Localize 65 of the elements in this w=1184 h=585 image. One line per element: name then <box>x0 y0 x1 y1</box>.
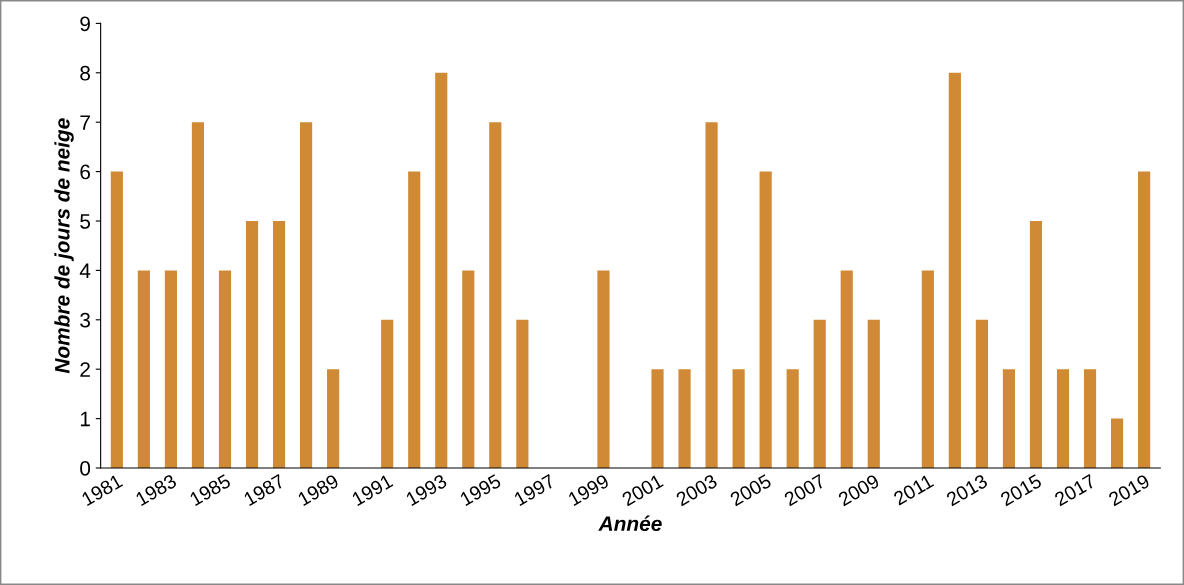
x-tick-label: 1997 <box>513 473 556 507</box>
x-tick-label: 1987 <box>243 473 286 507</box>
bar <box>1110 418 1124 468</box>
x-tick-label: 2017 <box>1053 473 1097 507</box>
x-tick-label: 1983 <box>135 473 178 507</box>
bar <box>245 221 259 468</box>
bar <box>948 72 961 468</box>
bar <box>327 369 340 468</box>
x-tick-label: 2005 <box>729 473 773 507</box>
y-tick-label: 5 <box>80 214 91 229</box>
bar <box>164 270 178 468</box>
bar <box>408 171 421 468</box>
x-tick-label: 1991 <box>351 473 394 507</box>
bar <box>975 319 988 468</box>
x-tick-label: 2009 <box>837 473 881 507</box>
x-axis-title: Année <box>598 515 662 532</box>
y-tick-label: 3 <box>80 312 90 328</box>
bar <box>867 319 880 468</box>
y-tick-label: 4 <box>79 263 91 278</box>
bar <box>786 369 799 468</box>
bar <box>705 122 718 468</box>
y-tick-label: 8 <box>80 65 91 81</box>
x-tick-label: 1995 <box>459 473 502 507</box>
x-tick-label: 1989 <box>297 473 340 507</box>
x-tick-label: 2001 <box>621 473 664 507</box>
bar <box>1029 221 1043 468</box>
y-tick-label: 0 <box>80 461 91 476</box>
bar <box>381 319 394 468</box>
bar <box>759 171 772 468</box>
bar <box>651 369 664 468</box>
bar <box>732 369 745 468</box>
bar <box>489 122 502 468</box>
bar <box>137 270 150 468</box>
x-tick-label: 1999 <box>567 473 610 507</box>
y-tick-label: 9 <box>80 16 90 32</box>
x-tick-label: 2007 <box>783 473 827 507</box>
bar <box>300 122 313 468</box>
bar <box>1056 369 1070 468</box>
bar <box>110 171 123 468</box>
bar <box>1083 369 1097 468</box>
y-tick-label: 6 <box>80 164 90 180</box>
bar <box>921 270 934 468</box>
bar <box>597 270 610 468</box>
y-tick-label: 7 <box>80 115 90 130</box>
bar <box>516 319 529 468</box>
bar <box>218 270 232 468</box>
x-tick-label: 1985 <box>189 473 232 507</box>
bar <box>1138 171 1151 468</box>
x-tick-label: 2019 <box>1107 473 1151 507</box>
bar <box>462 270 475 468</box>
bar <box>678 369 691 468</box>
y-tick-label: 1 <box>80 411 90 427</box>
bar <box>1002 369 1016 468</box>
x-tick-label: 2011 <box>892 473 935 506</box>
y-axis-title: Nombre de jours de neige <box>54 118 74 374</box>
bar <box>272 221 286 468</box>
bar <box>435 72 448 468</box>
x-tick-label: 2003 <box>675 473 718 507</box>
y-tick-label: 2 <box>80 362 90 377</box>
bar <box>840 270 853 468</box>
x-tick-label: 2013 <box>945 473 989 507</box>
bar <box>813 319 826 468</box>
x-tick-label: 2015 <box>999 473 1043 507</box>
bar <box>191 122 205 468</box>
x-tick-label: 1993 <box>405 473 448 507</box>
